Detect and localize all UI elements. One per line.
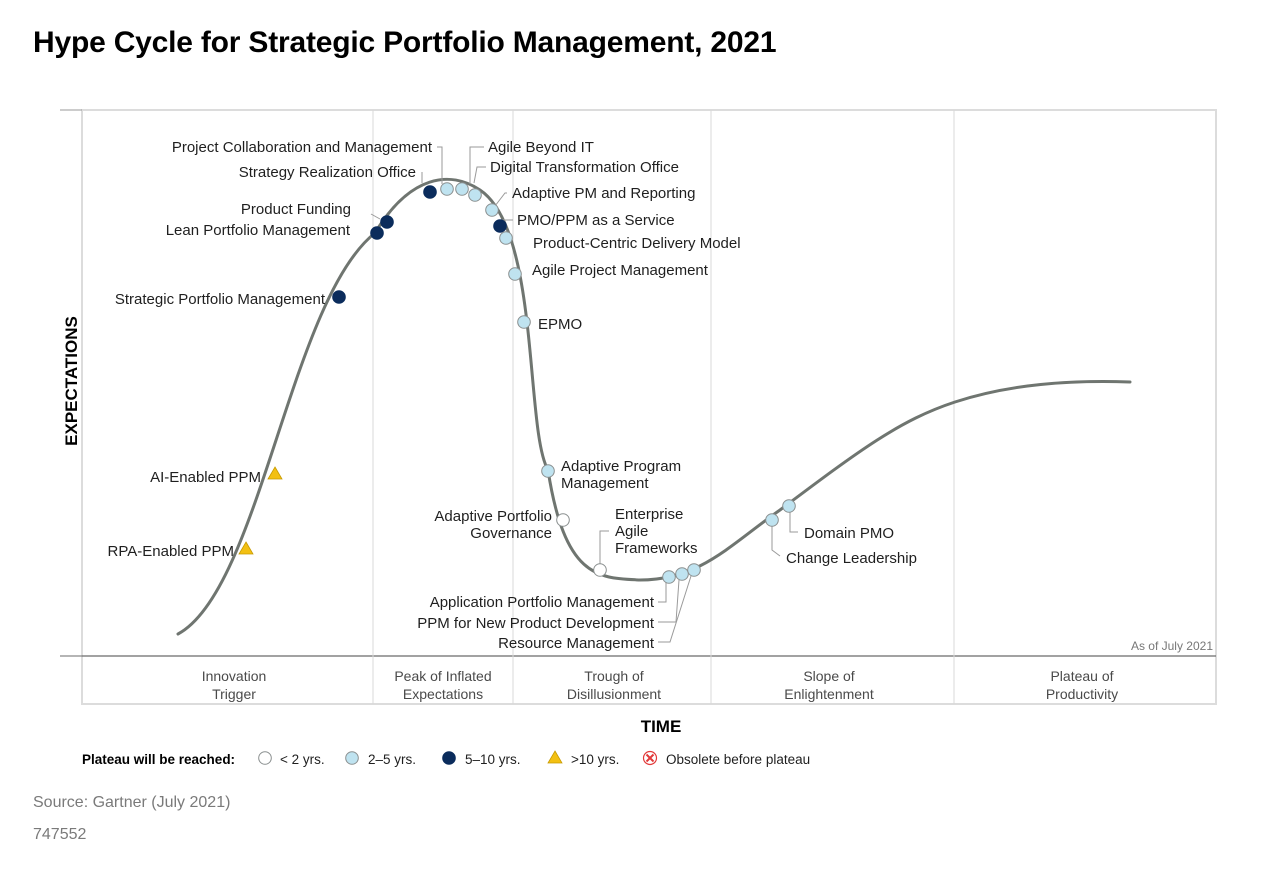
phase-label: Peak of Inflated Expectations [394,668,491,702]
technology-marker [556,513,570,527]
technology-label: Domain PMO [804,525,894,542]
legend-label-5to10: 5–10 yrs. [465,752,521,767]
technology-label: Resource Management [498,635,655,652]
technology-marker [440,182,454,196]
legend-title: Plateau will be reached: [82,752,235,767]
phase-label: Plateau of Productivity [1046,668,1118,702]
leader-line [469,146,484,184]
legend-marker-2to5 [345,751,359,765]
leader-line [437,146,443,184]
legend-marker-obsolete [642,750,658,766]
technology-label: AI-Enabled PPM [150,469,261,486]
technology-marker [493,219,507,233]
technology-label: Agile Project Management [532,262,709,279]
technology-label: Strategic Portfolio Management [115,291,326,308]
legend-label-obsolete: Obsolete before plateau [666,752,810,767]
technology-label: Adaptive Portfolio Governance [434,508,552,542]
phase-label: Slope of Enlightenment [784,668,874,702]
technology-label: Product Funding [241,201,351,218]
technology-label: Project Collaboration and Management [172,139,433,156]
leader-line [370,213,381,220]
technology-label: Lean Portfolio Management [166,222,351,239]
technology-marker [675,567,689,581]
technology-label: Adaptive PM and Reporting [512,185,695,202]
technology-label: Application Portfolio Management [430,594,655,611]
technology-label: Strategy Realization Office [239,164,416,181]
plot-frame [81,109,1217,705]
leader-line [789,512,798,533]
y-axis-label: EXPECTATIONS [62,316,81,446]
technology-marker [593,563,607,577]
document-id: 747552 [33,826,87,843]
technology-marker [455,182,469,196]
technology-marker [238,541,254,555]
leader-line [658,575,692,643]
phase-label: Trough of Disillusionment [567,668,661,702]
leader-line [494,192,507,207]
technology-label: Change Leadership [786,550,917,567]
technology-label: PMO/PPM as a Service [517,212,675,229]
page-title: Hype Cycle for Strategic Portfolio Manag… [33,26,777,59]
hype-curve [176,177,1132,636]
leader-line [771,526,781,557]
source-note: Source: Gartner (July 2021) [33,794,231,811]
phase-label: Innovation Trigger [202,668,267,702]
legend-label-2to5: 2–5 yrs. [368,752,416,767]
technology-label: Enterprise Agile Frameworks [615,506,698,557]
legend-label-lt2: < 2 yrs. [280,752,325,767]
technology-label: PPM for New Product Development [417,615,655,632]
technology-label: RPA-Enabled PPM [108,543,234,560]
as-of-note: As of July 2021 [1131,639,1213,653]
leader-line [599,530,609,565]
legend-marker-5to10 [442,751,456,765]
technology-marker [687,563,701,577]
technology-marker [508,267,522,281]
leader-line [658,579,680,623]
technology-marker [267,466,283,480]
technology-label: Product-Centric Delivery Model [533,235,741,252]
leader-line [473,166,486,184]
technology-marker [468,188,482,202]
legend-label-gt10: >10 yrs. [571,752,619,767]
legend-marker-lt2 [258,751,272,765]
x-axis-label: TIME [641,717,682,736]
technology-marker [541,464,555,478]
technology-label: EPMO [538,316,582,333]
legend: Plateau will be reached: < 2 yrs. 2–5 yrs… [82,750,810,767]
technology-label: Agile Beyond IT [488,139,594,156]
technology-marker [782,499,796,513]
technology-marker [423,185,437,199]
technology-marker [332,290,346,304]
technology-marker [765,513,779,527]
legend-marker-gt10 [547,750,563,764]
technology-label: Adaptive Program Management [561,458,681,492]
technology-marker [662,570,676,584]
leader-line [658,582,667,603]
technology-marker [370,226,384,240]
technology-marker [517,315,531,329]
technology-marker [499,231,513,245]
technology-marker [380,215,394,229]
technology-marker [485,203,499,217]
technology-label: Digital Transformation Office [490,159,679,176]
